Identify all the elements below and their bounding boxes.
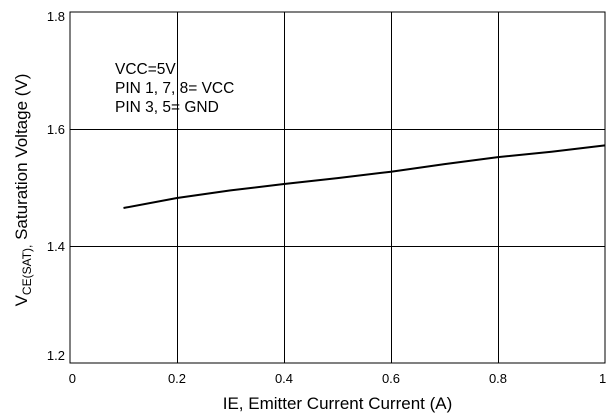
y-tick-label: 1.8 <box>47 9 65 24</box>
x-tick-label: 1 <box>599 371 606 386</box>
x-tick-labels: 0 0.2 0.4 0.6 0.8 1 <box>69 371 606 386</box>
annotation-line: PIN 1, 7, 8= VCC <box>115 80 234 97</box>
x-tick-label: 0.2 <box>168 371 186 386</box>
series-line <box>123 144 606 209</box>
x-axis-title: IE, Emitter Current Current (A) <box>223 394 453 413</box>
x-tick-label: 0 <box>69 371 76 386</box>
y-axis-title-prefix: V <box>12 294 31 306</box>
x-tick-label: 0.6 <box>382 371 400 386</box>
y-tick-label: 1.2 <box>47 348 65 363</box>
grid <box>70 12 605 363</box>
y-axis-title-subscript: CE(SAT), <box>20 245 34 295</box>
y-axis-title: VCE(SAT), Saturation Voltage (V) <box>12 74 34 307</box>
annotation-block: VCC=5V PIN 1, 7, 8= VCC PIN 3, 5= GND <box>115 61 234 116</box>
y-tick-labels: 1.2 1.4 1.6 1.8 <box>47 9 65 363</box>
y-tick-label: 1.6 <box>47 122 65 137</box>
annotation-line: PIN 3, 5= GND <box>115 99 219 116</box>
y-tick-label: 1.4 <box>47 239 65 254</box>
plot-frame <box>69 11 606 364</box>
y-axis-title-suffix: Saturation Voltage (V) <box>12 74 31 245</box>
x-tick-label: 0.8 <box>489 371 507 386</box>
x-tick-label: 0.4 <box>275 371 293 386</box>
annotation-line: VCC=5V <box>115 61 176 78</box>
